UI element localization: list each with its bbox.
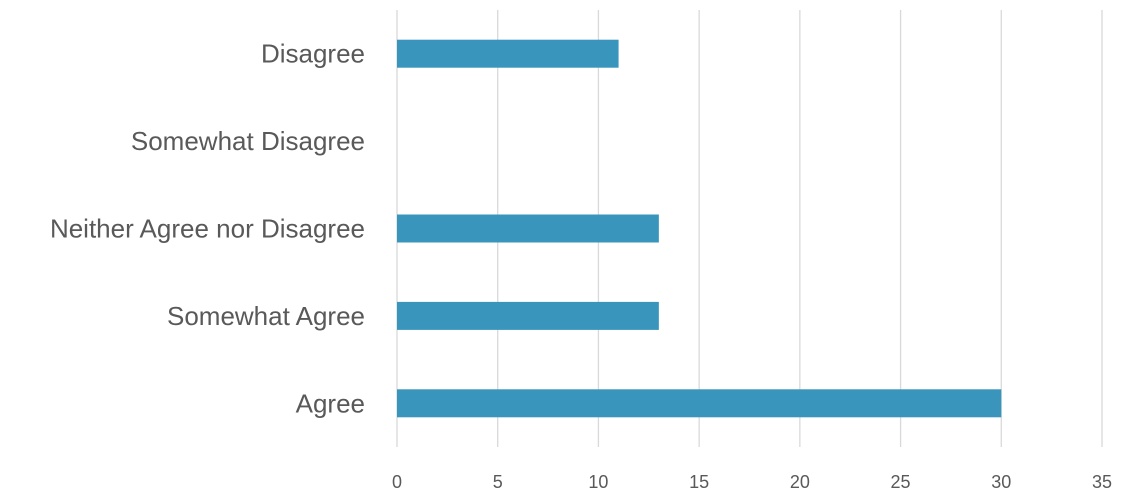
category-label: Somewhat Agree (167, 301, 365, 331)
category-label: Agree (296, 388, 365, 418)
bar (397, 39, 619, 68)
x-tick-label: 5 (493, 472, 503, 492)
x-tick-label: 15 (689, 472, 709, 492)
category-label: Disagree (261, 39, 365, 69)
x-tick-label: 20 (790, 472, 810, 492)
x-tick-label: 10 (588, 472, 608, 492)
bar (397, 214, 659, 243)
x-tick-labels: 0 5 10 15 20 25 30 35 (392, 472, 1112, 492)
bar (397, 301, 659, 330)
x-tick-label: 30 (991, 472, 1011, 492)
bars (397, 39, 1002, 418)
x-tick-label: 0 (392, 472, 402, 492)
x-tick-label: 35 (1092, 472, 1112, 492)
bar (397, 389, 1002, 418)
category-labels: Disagree Somewhat Disagree Neither Agree n… (50, 39, 365, 419)
category-label: Somewhat Disagree (131, 126, 365, 156)
x-tick-label: 25 (891, 472, 911, 492)
category-label: Neither Agree nor Disagree (50, 214, 365, 244)
